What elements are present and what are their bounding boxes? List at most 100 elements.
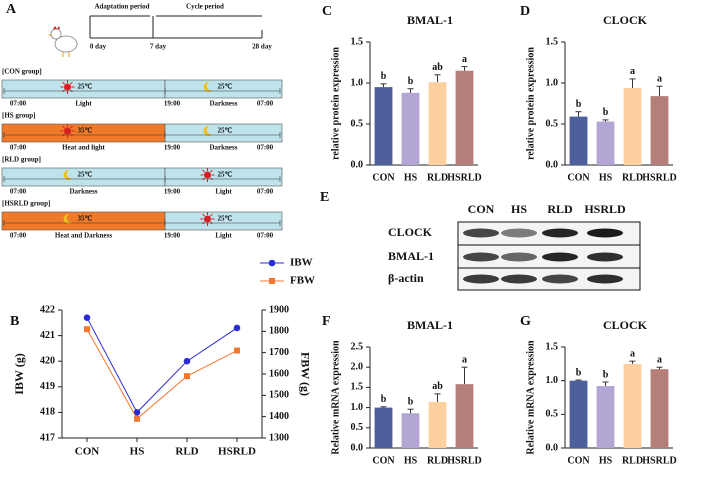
- bar: [569, 116, 588, 165]
- sun-icon: [64, 83, 71, 91]
- bar: [401, 92, 420, 165]
- blot-band: [542, 252, 578, 262]
- y-tick-label: 2.5: [351, 341, 364, 352]
- point: [184, 373, 190, 380]
- moon-icon: [203, 125, 213, 136]
- blot-column: HS: [511, 202, 527, 216]
- panel-label: F: [322, 314, 331, 329]
- blot-band: [463, 228, 499, 238]
- time-label: 07:00: [10, 144, 27, 152]
- x-tick-label: HSRLD: [642, 172, 676, 183]
- sun-icon: [64, 127, 71, 135]
- period-label: Adaptation period: [94, 3, 149, 11]
- x-tick-label: HSRLD: [447, 455, 481, 466]
- significance-letter: b: [381, 394, 387, 405]
- blot-band: [587, 228, 623, 238]
- blot-column: HSRLD: [584, 202, 626, 216]
- blot-band: [587, 274, 623, 284]
- y-tick-label: 0.5: [546, 409, 559, 420]
- x-tick-label: HSRLD: [447, 172, 481, 183]
- time-label: 07:00: [10, 100, 27, 108]
- y-tick-label: 420: [40, 355, 55, 366]
- period-name: Darkness: [209, 144, 237, 152]
- bar: [401, 413, 420, 448]
- significance-letter: a: [630, 66, 635, 77]
- time-label: 19:00: [164, 100, 181, 108]
- y-tick-label: 1.0: [351, 402, 364, 413]
- significance-letter: b: [603, 369, 609, 380]
- series-line: [86, 328, 238, 420]
- y-tick-label: 1.5: [351, 36, 364, 47]
- sun-ray: [209, 169, 213, 173]
- panel-label: E: [320, 190, 329, 205]
- x-tick-label: CON: [567, 172, 590, 183]
- day-label: 28 day: [252, 43, 272, 51]
- time-label: 07:00: [257, 188, 274, 196]
- y-tick-label: 1.0: [351, 77, 364, 88]
- chart-title: CLOCK: [603, 13, 648, 27]
- blot-band: [463, 274, 499, 284]
- point: [84, 326, 90, 333]
- bar: [569, 380, 588, 448]
- y-tick-label: 0.0: [351, 442, 364, 453]
- y2-axis-label: FBW (g): [298, 352, 312, 396]
- chart-title: BMAL-1: [407, 318, 453, 332]
- blot-row: CLOCK: [388, 225, 433, 239]
- bar: [428, 401, 447, 448]
- significance-letter: ab: [432, 381, 443, 392]
- period-name: Light: [215, 232, 232, 240]
- x-tick-label: HS: [599, 172, 613, 183]
- bar: [623, 363, 642, 448]
- point: [133, 409, 141, 416]
- time-label: 07:00: [10, 232, 27, 240]
- y-axis-label: IBW (g): [12, 353, 26, 394]
- significance-letter: b: [408, 397, 414, 408]
- y-tick-label: 417: [40, 432, 55, 443]
- significance-letter: b: [603, 107, 609, 118]
- significance-letter: b: [381, 71, 387, 82]
- y-tick-label: 2.0: [351, 361, 364, 372]
- significance-letter: ab: [432, 62, 443, 73]
- legend-marker: [268, 259, 276, 267]
- sun-ray: [62, 81, 66, 85]
- bar: [596, 386, 615, 448]
- sun-ray: [62, 125, 66, 129]
- point: [234, 347, 240, 354]
- temperature: 25℃: [78, 83, 93, 91]
- bar: [623, 87, 642, 165]
- sun-ray: [209, 213, 213, 217]
- blot-band: [542, 274, 578, 284]
- blot-band: [587, 252, 623, 262]
- sun-ray: [202, 169, 206, 173]
- y-tick-label: 1600: [269, 368, 289, 379]
- series-line: [86, 317, 238, 414]
- significance-letter: a: [657, 74, 662, 85]
- y-tick-label: 0.5: [546, 118, 559, 129]
- y-tick-label: 0.0: [546, 159, 559, 170]
- panel-label: B: [10, 314, 19, 329]
- time-label: 07:00: [257, 100, 274, 108]
- temperature: 35℃: [78, 127, 93, 135]
- legend-marker: [269, 278, 275, 284]
- x-tick-label: RLD: [622, 172, 643, 183]
- time-label: 07:00: [257, 232, 274, 240]
- y-tick-label: 422: [40, 304, 55, 315]
- x-tick-label: CON: [75, 446, 100, 458]
- time-label: 19:00: [164, 144, 181, 152]
- x-tick-label: HS: [404, 455, 418, 466]
- significance-letter: a: [462, 54, 467, 65]
- bar: [428, 82, 447, 165]
- y-tick-label: 1.5: [351, 382, 364, 393]
- temperature: 25℃: [218, 171, 233, 179]
- y-tick-label: 1.0: [546, 77, 559, 88]
- temperature: 25℃: [218, 127, 233, 135]
- significance-letter: a: [462, 354, 467, 365]
- bar: [650, 96, 669, 165]
- x-tick-label: RLD: [175, 446, 198, 458]
- y-tick-label: 1500: [269, 390, 289, 401]
- time-label: 07:00: [10, 188, 27, 196]
- y-axis-label: Relative mRNA expression: [525, 340, 536, 455]
- point: [233, 324, 241, 332]
- blot-column: CON: [468, 202, 495, 216]
